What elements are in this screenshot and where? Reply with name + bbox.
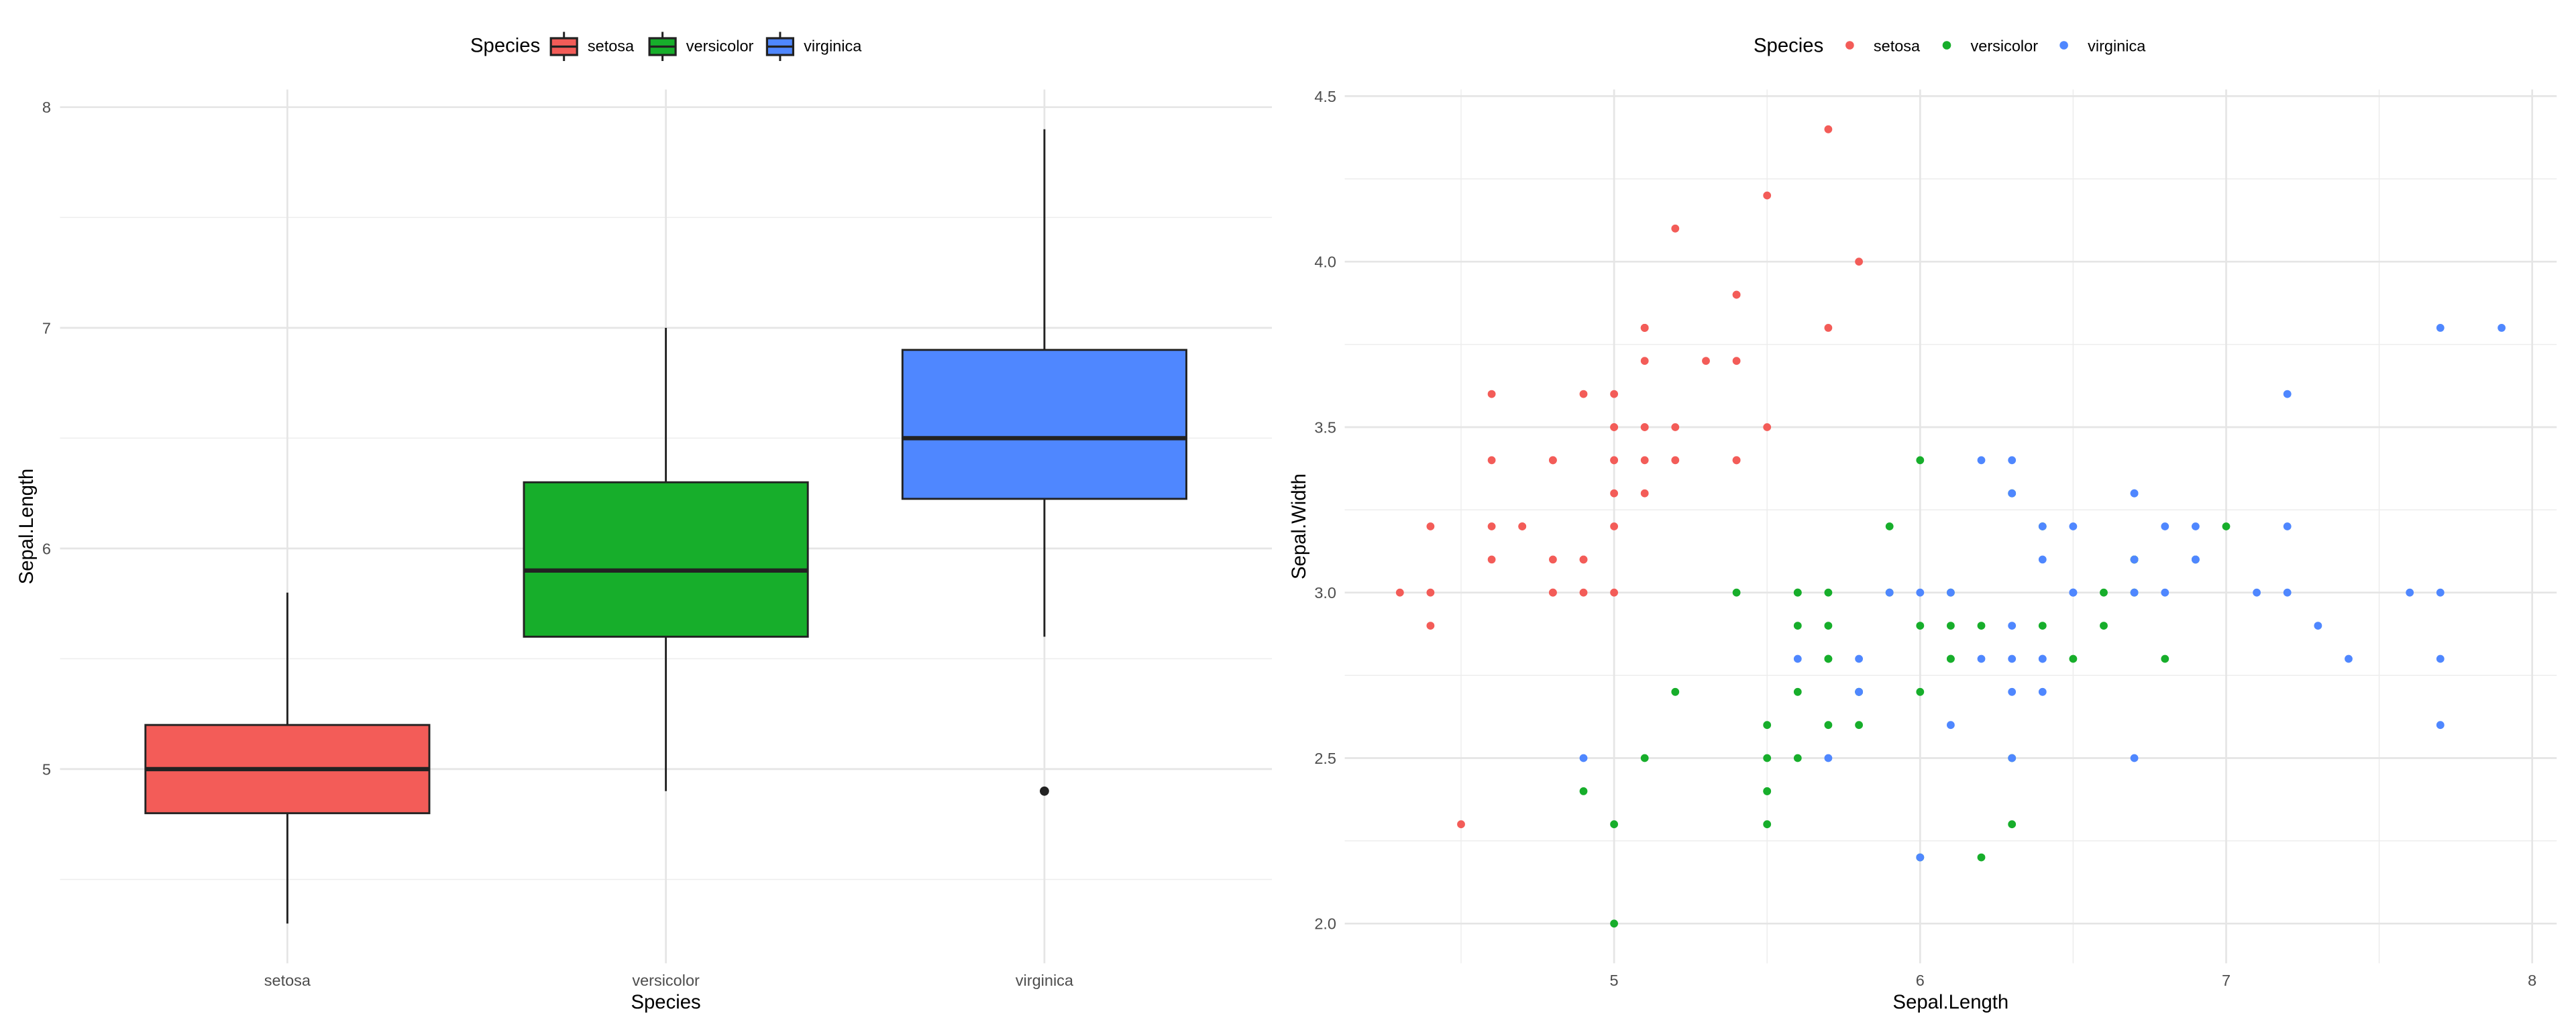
svg-text:2.5: 2.5 — [1314, 750, 1336, 767]
svg-text:Sepal.Length: Sepal.Length — [15, 469, 38, 585]
svg-text:setosa: setosa — [264, 972, 311, 989]
svg-text:virginica: virginica — [1016, 972, 1074, 989]
svg-text:3.5: 3.5 — [1314, 418, 1336, 436]
svg-text:5: 5 — [1610, 972, 1619, 989]
svg-text:6: 6 — [42, 540, 51, 557]
svg-text:versicolor: versicolor — [686, 37, 754, 54]
svg-text:setosa: setosa — [1874, 37, 1921, 54]
svg-text:Sepal.Width: Sepal.Width — [1288, 473, 1310, 579]
svg-text:6: 6 — [1916, 972, 1925, 989]
svg-text:4.5: 4.5 — [1314, 88, 1336, 105]
svg-text:7: 7 — [42, 319, 51, 337]
svg-text:8: 8 — [42, 99, 51, 116]
svg-text:Species: Species — [1754, 35, 1823, 57]
svg-text:virginica: virginica — [804, 37, 862, 54]
svg-text:setosa: setosa — [588, 37, 635, 54]
svg-text:Sepal.Length: Sepal.Length — [1893, 991, 2009, 1013]
svg-text:2.0: 2.0 — [1314, 915, 1336, 933]
svg-text:virginica: virginica — [2088, 37, 2146, 54]
svg-text:Species: Species — [631, 991, 700, 1013]
svg-text:7: 7 — [2222, 972, 2231, 989]
svg-text:3.0: 3.0 — [1314, 584, 1336, 602]
svg-text:versicolor: versicolor — [632, 972, 700, 989]
svg-text:Species: Species — [470, 35, 540, 57]
svg-text:versicolor: versicolor — [1971, 37, 2039, 54]
svg-text:4.0: 4.0 — [1314, 253, 1336, 271]
svg-text:5: 5 — [42, 760, 51, 778]
svg-text:8: 8 — [2528, 972, 2536, 989]
